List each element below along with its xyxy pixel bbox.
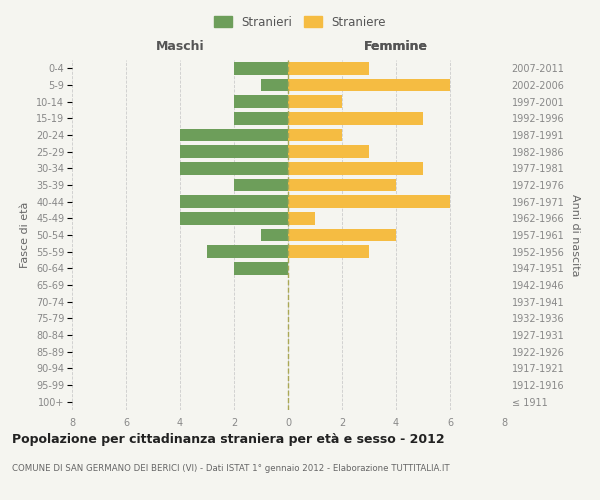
Bar <box>180 146 288 158</box>
Bar <box>234 96 288 108</box>
Bar <box>207 246 288 258</box>
Text: Femmine: Femmine <box>364 40 428 52</box>
Bar <box>261 79 288 92</box>
Bar <box>288 196 450 208</box>
Bar <box>288 179 396 192</box>
Bar <box>288 62 369 74</box>
Bar <box>288 112 423 124</box>
Bar <box>288 229 396 241</box>
Bar <box>288 129 342 141</box>
Text: COMUNE DI SAN GERMANO DEI BERICI (VI) - Dati ISTAT 1° gennaio 2012 - Elaborazion: COMUNE DI SAN GERMANO DEI BERICI (VI) - … <box>12 464 449 473</box>
Bar <box>180 212 288 224</box>
Bar <box>288 96 342 108</box>
Bar <box>288 212 315 224</box>
Bar <box>288 146 369 158</box>
Bar <box>234 62 288 74</box>
Bar <box>234 179 288 192</box>
Text: Popolazione per cittadinanza straniera per età e sesso - 2012: Popolazione per cittadinanza straniera p… <box>12 432 445 446</box>
Y-axis label: Anni di nascita: Anni di nascita <box>570 194 580 276</box>
Y-axis label: Fasce di età: Fasce di età <box>20 202 31 268</box>
Legend: Stranieri, Straniere: Stranieri, Straniere <box>209 11 391 34</box>
Bar <box>234 112 288 124</box>
Bar <box>180 129 288 141</box>
Bar <box>288 162 423 174</box>
Text: Maschi: Maschi <box>155 40 205 52</box>
Bar <box>288 79 450 92</box>
Bar <box>180 196 288 208</box>
Bar <box>234 262 288 274</box>
Bar <box>288 246 369 258</box>
Bar <box>261 229 288 241</box>
Bar <box>180 162 288 174</box>
Text: Femmine: Femmine <box>364 40 428 53</box>
